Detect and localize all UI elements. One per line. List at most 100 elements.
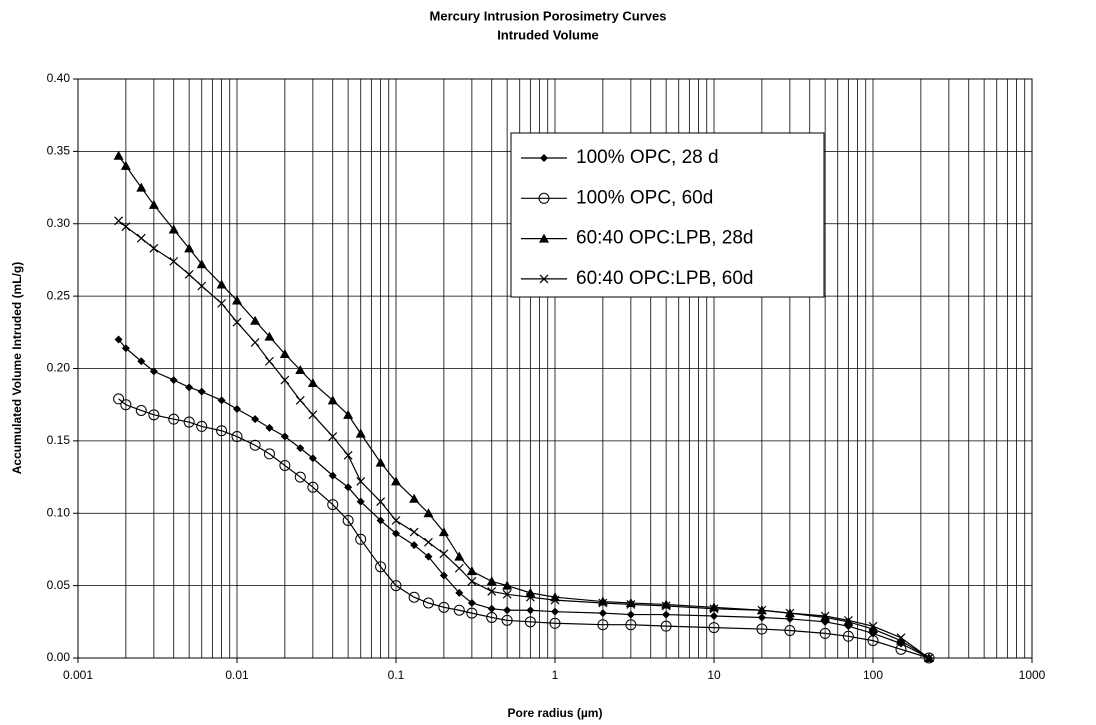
marker-cross — [391, 516, 401, 525]
marker-circle — [183, 416, 195, 428]
marker-cross — [114, 216, 124, 226]
marker-circle — [168, 413, 180, 425]
marker-cross — [136, 233, 146, 243]
y-tick-label: 0.35 — [47, 144, 71, 158]
marker-cross — [439, 549, 449, 559]
marker-cross — [308, 410, 318, 420]
marker-circle — [784, 624, 796, 636]
series-line — [118, 398, 930, 659]
marker-circle — [279, 459, 291, 471]
marker-triangle — [454, 551, 465, 561]
marker-diamond — [503, 606, 512, 615]
marker-cross — [376, 497, 386, 507]
marker-diamond — [185, 383, 194, 392]
marker-triangle — [232, 295, 242, 305]
marker-triangle — [279, 349, 290, 359]
marker-cross — [598, 598, 608, 608]
marker-cross — [550, 595, 560, 605]
legend-label: 60:40 OPC:LPB, 28d — [576, 228, 753, 249]
marker-diamond — [217, 396, 226, 405]
marker-circle — [597, 619, 609, 631]
marker-diamond — [540, 154, 548, 162]
marker-triangle — [216, 279, 227, 289]
marker-circle — [355, 533, 367, 545]
marker-cross — [295, 395, 305, 405]
legend-label: 60:40 OPC:LPB, 60d — [576, 268, 753, 289]
marker-circle — [294, 471, 306, 483]
marker-cross — [525, 592, 535, 602]
marker-diamond — [710, 612, 718, 621]
marker-triangle — [486, 576, 497, 586]
x-axis-title: Pore radius (µm) — [508, 706, 603, 720]
marker-triangle — [539, 233, 549, 243]
plot-frame — [77, 78, 1033, 659]
marker-diamond — [410, 541, 419, 550]
marker-diamond — [487, 604, 496, 613]
marker-diamond — [376, 516, 385, 525]
marker-cross — [785, 608, 795, 618]
marker-triangle — [168, 224, 179, 234]
marker-triangle — [250, 315, 261, 325]
marker-circle — [867, 635, 879, 647]
x-tick-label: 1 — [552, 668, 559, 682]
marker-circle — [819, 627, 831, 639]
marker-cross — [539, 274, 549, 284]
marker-circle — [231, 431, 243, 443]
chart-subtitle: Intruded Volume — [497, 27, 599, 42]
y-tick-label: 0.25 — [47, 288, 71, 302]
marker-circle — [148, 409, 160, 421]
marker-triangle — [264, 331, 275, 341]
marker-circle — [422, 597, 434, 609]
marker-circle — [466, 607, 478, 619]
marker-diamond — [149, 367, 158, 376]
marker-cross — [409, 527, 419, 537]
marker-triangle — [343, 409, 354, 419]
marker-cross — [232, 317, 242, 327]
marker-diamond — [626, 610, 635, 619]
marker-circle — [327, 499, 339, 511]
marker-circle — [113, 393, 125, 405]
marker-circle — [196, 420, 208, 432]
marker-diamond — [662, 610, 671, 619]
marker-circle — [549, 617, 561, 629]
y-tick-label: 0.05 — [47, 578, 71, 592]
marker-circle — [375, 561, 387, 573]
marker-cross — [626, 600, 636, 609]
marker-cross — [487, 586, 497, 596]
y-tick-label: 0.10 — [47, 505, 71, 519]
marker-cross — [265, 356, 274, 366]
x-tick-label: 100 — [863, 668, 883, 682]
chart-title: Mercury Intrusion Porosimetry Curves — [430, 8, 667, 23]
x-tick-label: 10 — [707, 668, 721, 682]
marker-circle — [625, 619, 637, 631]
marker-cross — [454, 563, 464, 573]
x-tick-label: 0.01 — [225, 668, 249, 682]
marker-triangle — [327, 395, 338, 405]
y-tick-label: 0.00 — [47, 650, 71, 664]
marker-triangle — [409, 493, 420, 503]
marker-diamond — [121, 344, 130, 353]
marker-cross — [356, 476, 366, 486]
marker-cross — [217, 298, 227, 308]
y-tick-label: 0.15 — [47, 433, 71, 447]
marker-diamond — [598, 609, 607, 618]
marker-triangle — [868, 624, 878, 634]
marker-diamond — [137, 357, 146, 366]
marker-circle — [408, 591, 420, 603]
marker-diamond — [280, 432, 289, 441]
marker-cross — [757, 605, 767, 615]
marker-circle — [263, 448, 275, 460]
marker-diamond — [526, 606, 535, 615]
marker-triangle — [120, 160, 131, 170]
marker-triangle — [355, 428, 366, 438]
marker-circle — [842, 630, 854, 642]
marker-circle — [501, 614, 513, 626]
marker-circle — [216, 425, 228, 437]
marker-triangle — [438, 527, 449, 537]
marker-triangle — [502, 580, 513, 590]
marker-cross — [250, 338, 260, 347]
legend-box — [510, 132, 825, 298]
marker-diamond — [757, 613, 766, 622]
y-tick-label: 0.40 — [47, 71, 71, 85]
y-tick-label: 0.30 — [47, 216, 71, 230]
